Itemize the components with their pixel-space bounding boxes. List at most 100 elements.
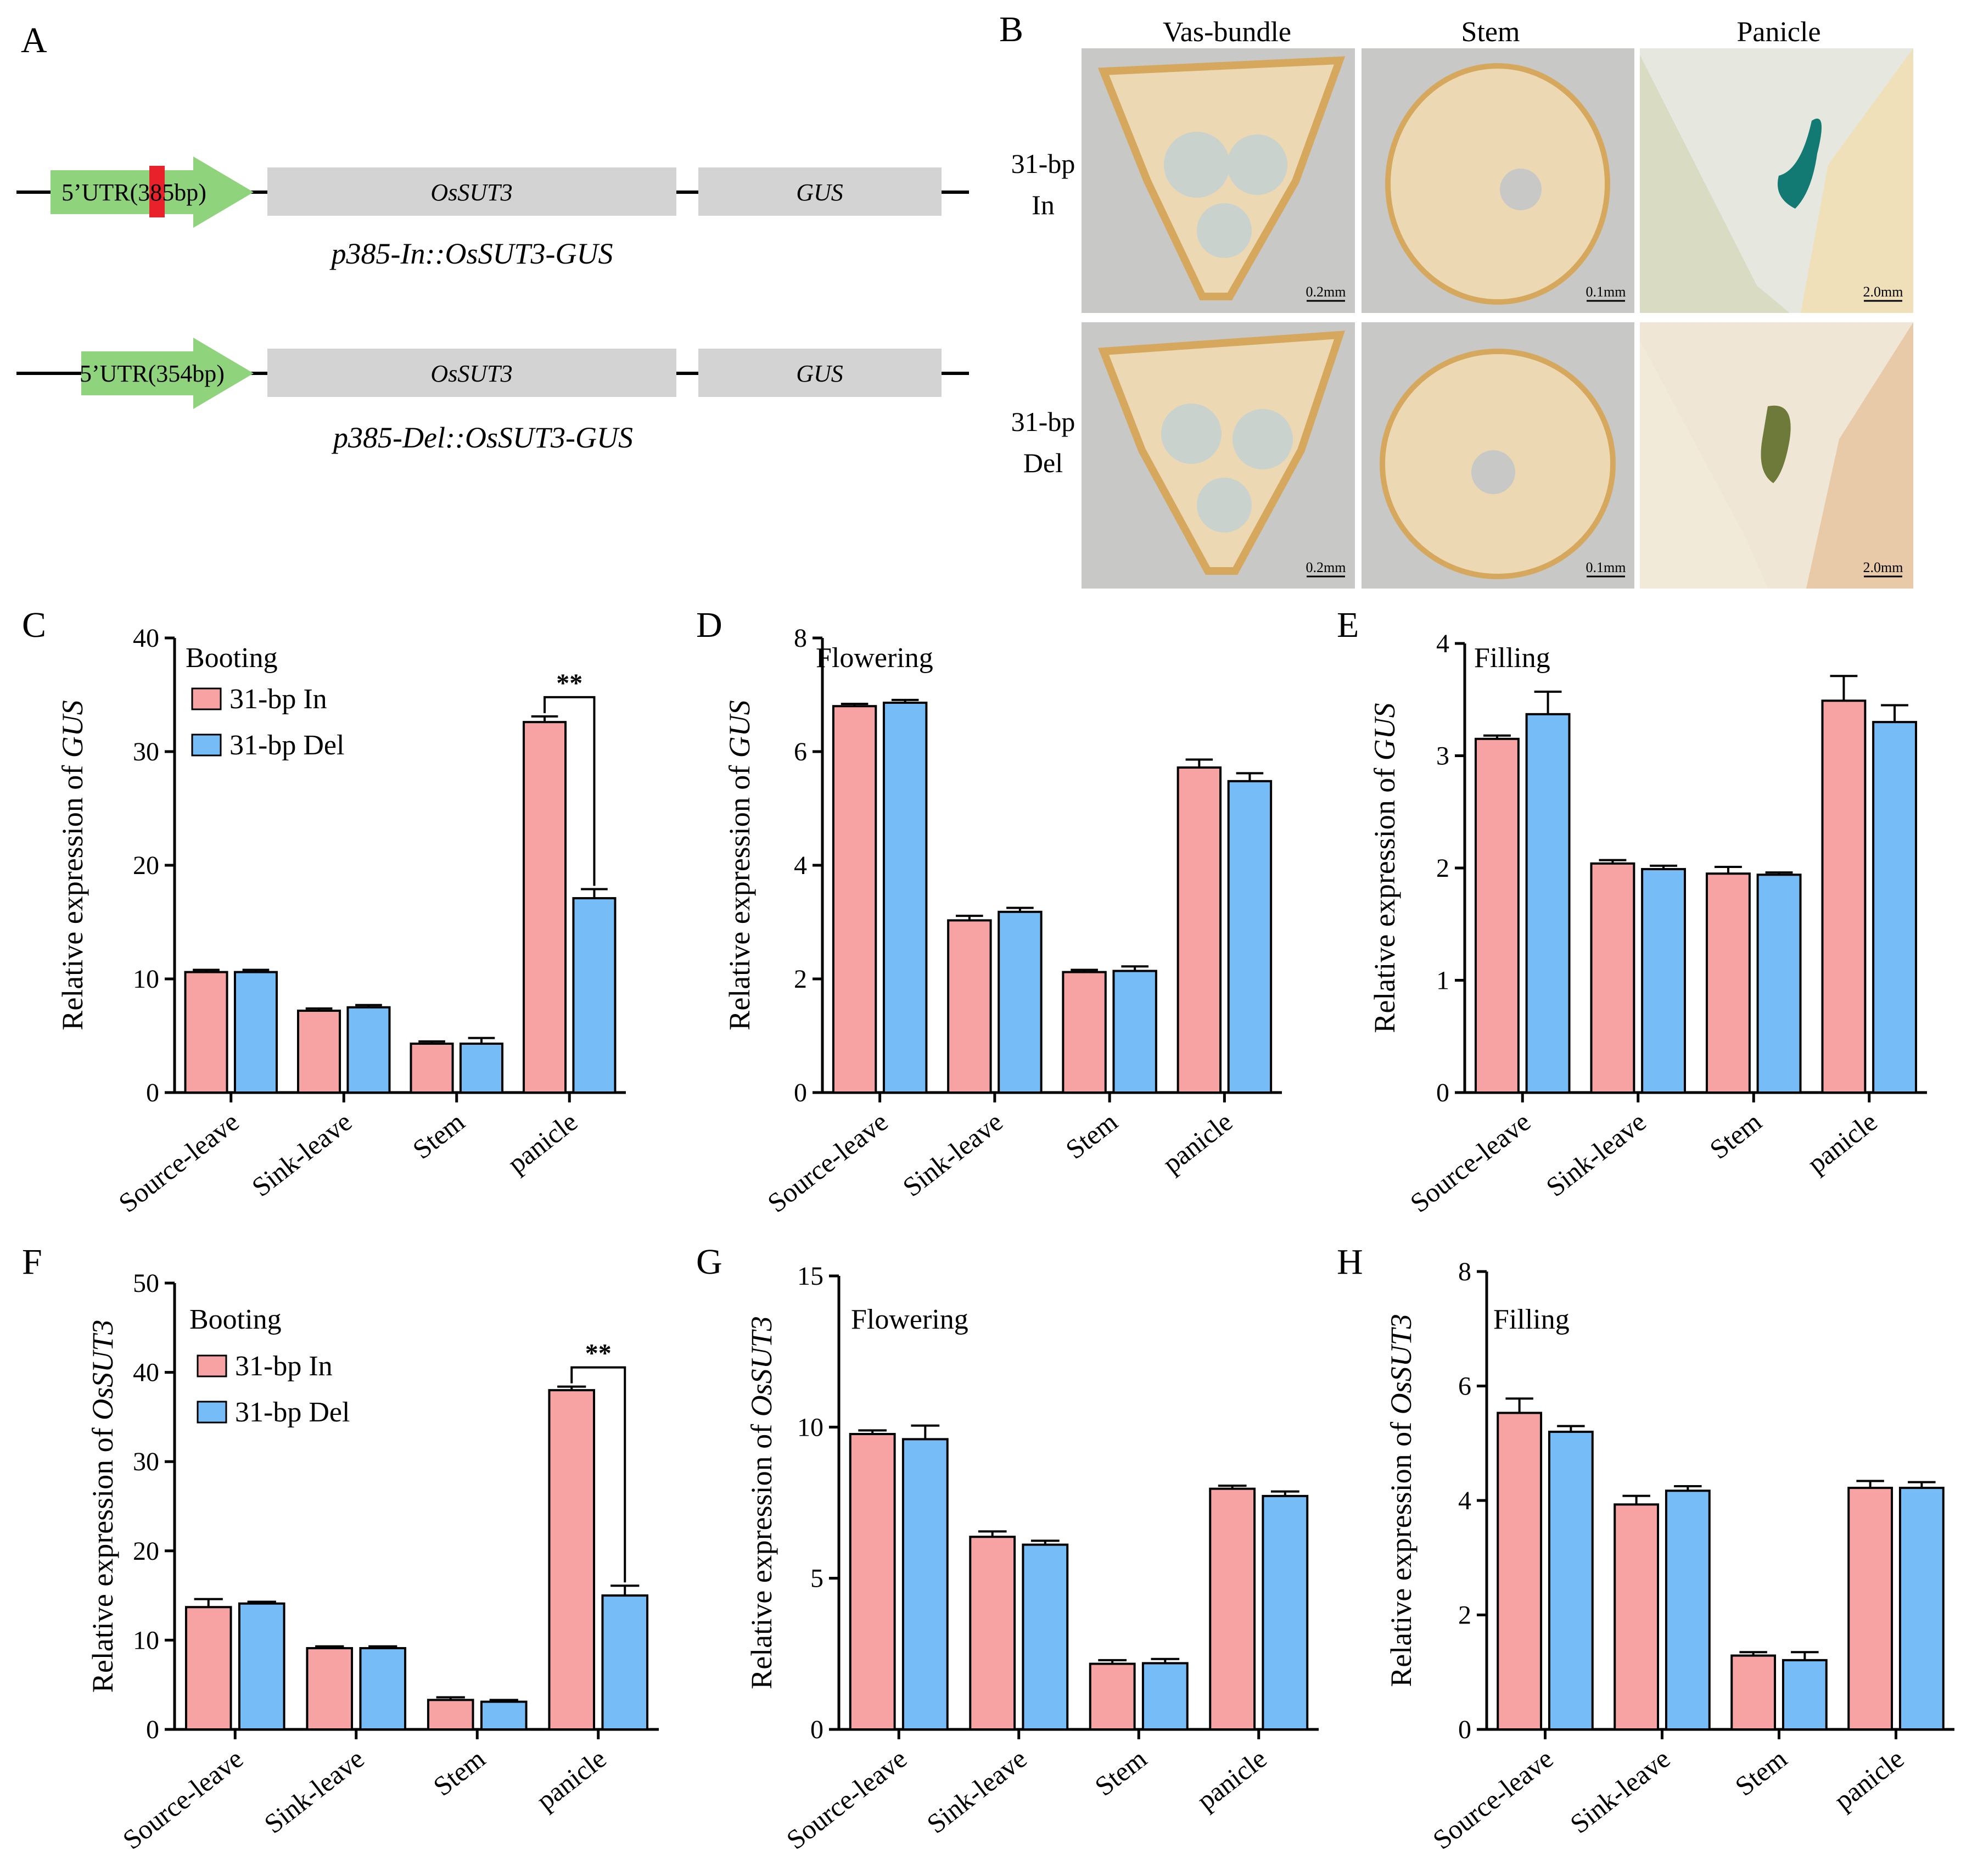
y-tick-label: 8 [794,624,807,653]
bar-31bp-in [1497,1412,1543,1731]
bar-31bp-in [1847,1487,1893,1731]
y-tick-label: 30 [133,1447,159,1476]
bar-31bp-del [1141,1662,1189,1731]
category-label: panicle [1801,1106,1883,1179]
y-tick-label: 8 [1458,1257,1471,1286]
construct-del: 5’UTR(354bp) OsSUT3 GUS p385-Del::OsSUT3… [16,338,969,454]
y-tick-label: 20 [133,851,159,880]
y-tick-label: 0 [1436,1078,1449,1107]
category-label: Source-leave [1404,1106,1536,1219]
y-tick-label: 3 [1436,742,1449,771]
insertion-marker [149,166,165,217]
y-tick-label: 2 [794,965,807,994]
category-label: Sink-leave [246,1106,357,1203]
photo-column-label: Vas-bundle [1163,16,1291,48]
y-tick-label: 2 [1458,1601,1471,1630]
y-axis-title: Relative expression of GUS [723,700,756,1030]
bar-31bp-in [947,919,992,1094]
category-label: Source-leave [781,1743,912,1856]
category-label: panicle [1157,1106,1238,1179]
scale-bar-label: 0.2mm [1306,284,1346,300]
scale-bar-label: 2.0mm [1863,284,1903,300]
bar-31bp-del [1227,780,1273,1094]
gus-box [698,349,942,397]
significance-label: ** [556,669,582,698]
y-tick-label: 15 [797,1262,823,1291]
category-label: panicle [1191,1743,1272,1816]
photo-vas-bundle-del: 0.2mm [1082,322,1355,589]
chart-title: Filling [1474,642,1550,674]
bar-31bp-del [1756,873,1802,1094]
y-tick-label: 0 [146,1078,159,1107]
y-axis-title: Relative expression of GUS [56,700,89,1030]
category-label: Sink-leave [1564,1743,1676,1840]
y-tick-label: 0 [1458,1715,1471,1744]
legend-swatch-del [191,733,222,757]
chart-title: Filling [1493,1304,1570,1335]
panel-a: A 5’UTR(385bp) OsSUT3 GUS p385-In::OsSUT… [16,20,969,454]
y-tick-label: 20 [133,1537,159,1566]
ossut3-box [267,349,676,397]
ossut3-label: OsSUT3 [430,179,512,206]
significance-label: ** [585,1339,612,1368]
category-label: Source-leave [1427,1743,1559,1856]
y-tick-label: 40 [133,624,159,653]
category-label: Sink-leave [1540,1106,1652,1203]
photo-stem-del: 0.1mm [1362,322,1634,589]
bar-31bp-del [1898,1487,1945,1731]
panel-b: B Vas-bundle Stem Panicle 31-bp In 31-bp… [999,9,1913,589]
bar-31bp-del [882,701,928,1094]
y-tick-label: 0 [146,1715,159,1744]
bar-31bp-in [184,971,228,1094]
construct-in: 5’UTR(385bp) OsSUT3 GUS p385-In::OsSUT3-… [16,156,969,270]
y-axis-title: Relative expression of OsSUT3 [86,1320,119,1693]
bar-31bp-in [427,1699,474,1731]
construct-caption: p385-Del::OsSUT3-GUS [331,421,633,454]
bar-31bp-del [346,1006,391,1094]
chart-g: G 0 5 10 15 Relative expression of OsSUT3 Flow… [696,1242,1319,1855]
panel-letter-h: H [1337,1242,1363,1282]
y-tick-label: 6 [1458,1372,1471,1401]
chart-f: F 0 10 20 30 40 50 Relative expression of OsSUT… [22,1242,659,1855]
photo-panicle-del: 2.0mm [1640,322,1913,589]
photo-column-label: Stem [1461,16,1520,48]
y-tick-label: 4 [794,851,807,880]
category-label: Source-leave [117,1743,249,1856]
category-label: Stem [1729,1743,1793,1801]
scale-bar-label: 0.1mm [1586,284,1626,300]
significance-bracket [570,1366,626,1583]
panel-letter-g: G [696,1242,722,1282]
bar-31bp-in [832,705,877,1094]
chart-c: C 0 10 20 30 40 Relative expression of GUS Boot… [22,605,626,1218]
bar-31bp-in [548,1389,596,1731]
panel-letter-d: D [696,605,722,645]
chart-title: Flowering [851,1304,968,1335]
legend: 31-bp In 31-bp Del [197,1351,350,1428]
bar-31bp-in [1177,766,1222,1094]
y-tick-label: 50 [133,1269,159,1298]
category-label: Stem [1089,1743,1153,1801]
bar-31bp-in [523,721,567,1094]
promoter-arrow [81,338,254,409]
bar-31bp-del [901,1438,949,1731]
bar-31bp-in [849,1432,896,1731]
y-tick-label: 10 [133,965,159,994]
photo-row-label: Del [1023,447,1063,478]
category-label: panicle [530,1743,612,1816]
bar-31bp-del [1112,970,1157,1094]
photo-column-label: Panicle [1736,16,1820,48]
legend-swatch-in [191,687,222,710]
bar-31bp-del [459,1042,503,1094]
bar-31bp-in [297,1009,341,1094]
gus-label: GUS [796,360,843,387]
y-tick-label: 0 [794,1078,807,1107]
panel-letter-f: F [22,1242,42,1282]
ossut3-box [267,167,676,216]
category-label: Source-leave [113,1106,244,1219]
legend-label-in: 31-bp In [229,684,327,715]
bar-31bp-in [1474,737,1520,1094]
bar-31bp-in [1062,971,1107,1094]
panel-letter-e: E [1337,605,1359,645]
bar-31bp-del [233,971,278,1094]
